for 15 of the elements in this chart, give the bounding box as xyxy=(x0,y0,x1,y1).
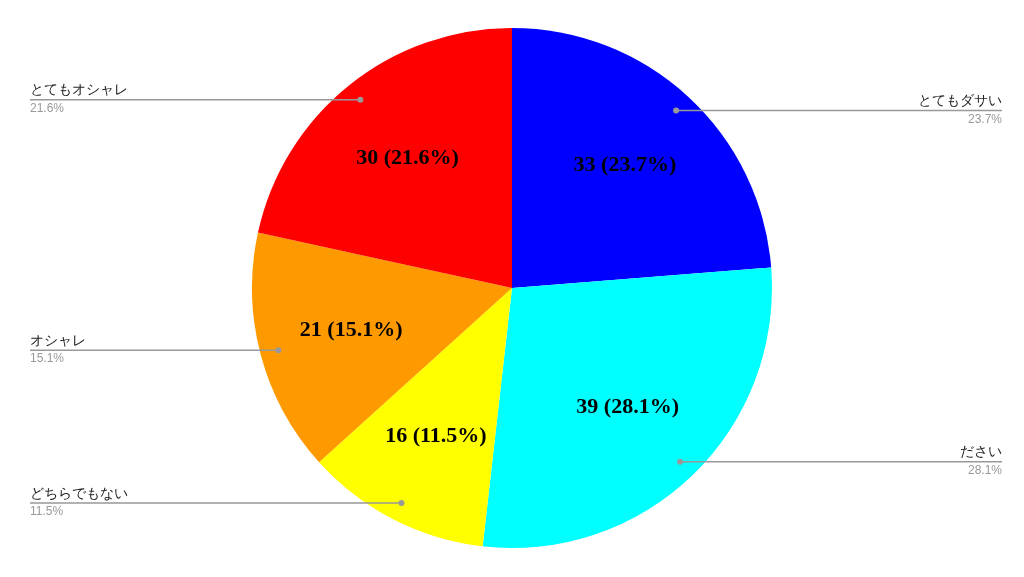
data-label: 33 (23.7%) xyxy=(573,151,677,177)
data-label: 16 (11.5%) xyxy=(385,421,487,447)
slice-label: とてもダサい xyxy=(918,92,1002,109)
text: 15.1% xyxy=(30,351,65,366)
text: 28.1% xyxy=(967,463,1003,478)
text: 23.7% xyxy=(967,111,1003,126)
text: 21.6% xyxy=(30,101,65,115)
slice-label: とてもオシャレ xyxy=(30,81,128,98)
data-label: 30 (21.6%) xyxy=(356,144,459,170)
text: 11.5% xyxy=(30,504,64,519)
data-label: 21 (15.1%) xyxy=(299,316,403,342)
slice-label: ださい xyxy=(960,443,1002,460)
data-label: 39 (28.1%) xyxy=(576,393,679,419)
slice-label: オシャレ xyxy=(30,331,86,348)
slice-label: どちらでもない xyxy=(30,484,128,501)
